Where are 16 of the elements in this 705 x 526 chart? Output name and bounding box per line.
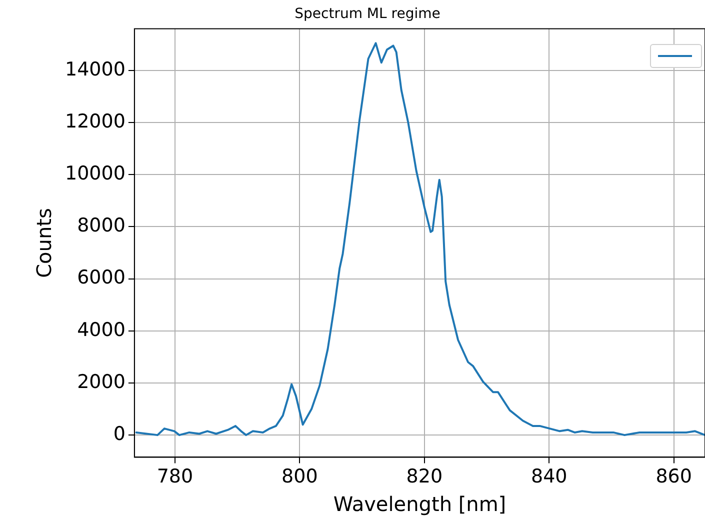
x-tick-label: 840 <box>530 466 568 488</box>
chart-title: Spectrum ML regime <box>294 6 440 22</box>
x-tick-label: 780 <box>156 466 194 488</box>
x-tick-label: 800 <box>282 466 318 488</box>
y-tick-label: 8000 <box>77 214 126 237</box>
y-tick-label: 2000 <box>77 370 126 393</box>
x-tick-label: 820 <box>406 466 443 488</box>
y-tick-label: 12000 <box>64 110 126 132</box>
x-axis-title: Wavelength [nm] <box>333 492 506 516</box>
y-tick-label: 6000 <box>77 266 126 289</box>
y-tick-label: 0 <box>113 423 126 445</box>
y-tick-label: 14000 <box>64 58 126 80</box>
y-tick-label: 10000 <box>64 162 126 185</box>
y-tick-label: 4000 <box>77 318 126 341</box>
x-tick-label: 860 <box>656 466 692 488</box>
y-axis-title: Counts <box>32 208 56 278</box>
